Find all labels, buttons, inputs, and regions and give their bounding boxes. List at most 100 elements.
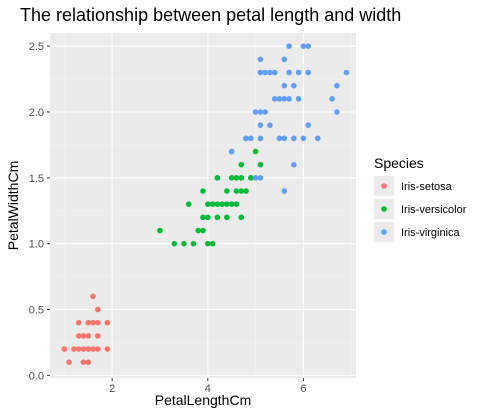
data-point-iris-versicolor [204,201,211,207]
data-point-iris-versicolor [219,201,225,207]
data-points [61,43,350,365]
data-point-iris-versicolor [233,201,240,207]
plot-panel [50,33,356,378]
data-point-iris-virginica [252,109,259,115]
data-point-iris-versicolor [181,240,187,247]
data-point-iris-virginica [305,43,311,49]
data-point-iris-virginica [276,135,283,142]
data-point-iris-virginica [295,69,302,76]
data-point-iris-versicolor [228,201,235,207]
data-point-iris-setosa [61,346,68,352]
data-point-iris-virginica [314,135,321,142]
data-point-iris-virginica [257,122,264,128]
data-point-iris-setosa [80,333,87,339]
data-point-iris-virginica [262,69,268,76]
data-point-iris-versicolor [214,175,221,181]
data-point-iris-setosa [90,319,96,326]
data-point-iris-versicolor [200,214,206,221]
y-tick-label: 0.5 [29,305,44,317]
data-point-iris-virginica [281,96,288,102]
data-point-iris-versicolor [214,201,221,207]
y-axis-ticks: 0.0 0.5 1.0 1.5 2.0 2.5 [29,41,50,382]
data-point-iris-virginica [262,109,268,115]
data-point-iris-setosa [90,346,96,352]
legend-label-iris-setosa: Iris-setosa [401,181,453,193]
data-point-iris-virginica [281,82,288,89]
data-point-iris-versicolor [257,161,264,168]
legend-marker-iris-setosa [381,183,387,189]
data-point-iris-virginica [305,69,311,76]
y-tick-label: 0.0 [29,370,44,382]
data-point-iris-versicolor [238,214,245,221]
y-tick-label: 1.0 [29,239,44,251]
x-tick-label: 6 [300,383,306,395]
data-point-iris-versicolor [171,240,178,247]
data-point-iris-versicolor [200,227,206,234]
data-point-iris-versicolor [238,161,245,168]
data-point-iris-virginica [267,69,273,76]
legend-marker-iris-versicolor [381,206,387,212]
y-tick-label: 2.0 [29,107,44,119]
legend-marker-iris-virginica [381,229,387,235]
data-point-iris-virginica [257,109,264,115]
x-tick-label: 4 [205,383,211,395]
data-point-iris-versicolor [238,188,245,194]
data-point-iris-virginica [281,56,288,63]
data-point-iris-virginica [257,69,264,76]
data-point-iris-setosa [104,346,111,352]
data-point-iris-virginica [329,96,335,102]
data-point-iris-setosa [85,319,92,326]
data-point-iris-setosa [75,346,82,352]
data-point-iris-setosa [66,359,72,365]
data-point-iris-virginica [271,96,278,102]
data-point-iris-versicolor [252,148,259,155]
data-point-iris-virginica [271,69,278,76]
data-point-iris-virginica [291,161,297,168]
data-point-iris-setosa [85,346,92,352]
data-point-iris-versicolor [204,240,211,247]
minor-gridlines [50,33,356,378]
x-axis-ticks: 2 4 6 [109,378,306,395]
chart-title: The relationship between petal length an… [20,5,401,25]
data-point-iris-setosa [95,306,101,313]
data-point-iris-setosa [104,319,111,326]
x-tick-label: 2 [109,383,115,395]
data-point-iris-versicolor [190,240,197,247]
data-point-iris-setosa [85,359,92,365]
data-point-iris-setosa [95,333,101,339]
legend-label-iris-virginica: Iris-virginica [401,227,461,239]
data-point-iris-virginica [334,109,340,115]
data-point-iris-virginica [300,43,307,49]
data-point-iris-versicolor [157,227,163,234]
data-point-iris-virginica [334,82,340,89]
data-point-iris-versicolor [233,188,240,194]
data-point-iris-versicolor [185,201,192,207]
data-point-iris-virginica [291,82,297,89]
data-point-iris-setosa [95,346,101,352]
data-point-iris-virginica [300,135,307,142]
data-point-iris-virginica [276,96,283,102]
data-point-iris-virginica [281,135,288,142]
data-point-iris-versicolor [204,214,211,221]
data-point-iris-versicolor [224,201,230,207]
data-point-iris-virginica [343,69,350,76]
data-point-iris-versicolor [233,175,240,181]
data-point-iris-virginica [252,175,259,181]
data-point-iris-versicolor [248,175,254,181]
data-point-iris-virginica [248,135,254,142]
legend-items: Iris-setosa Iris-versicolor Iris-virginica [374,176,467,242]
x-axis-title: PetalLengthCm [155,392,252,408]
data-point-iris-virginica [257,56,264,63]
data-point-iris-virginica [243,135,249,142]
data-point-iris-versicolor [209,240,216,247]
y-tick-label: 1.5 [29,173,44,185]
data-point-iris-setosa [85,333,92,339]
data-point-iris-virginica [257,135,264,142]
major-gridlines [50,33,356,378]
data-point-iris-virginica [286,96,292,102]
data-point-iris-versicolor [195,227,202,234]
data-point-iris-versicolor [243,188,249,194]
data-point-iris-versicolor [209,201,216,207]
y-axis-title: PetalWidthCm [5,161,21,250]
